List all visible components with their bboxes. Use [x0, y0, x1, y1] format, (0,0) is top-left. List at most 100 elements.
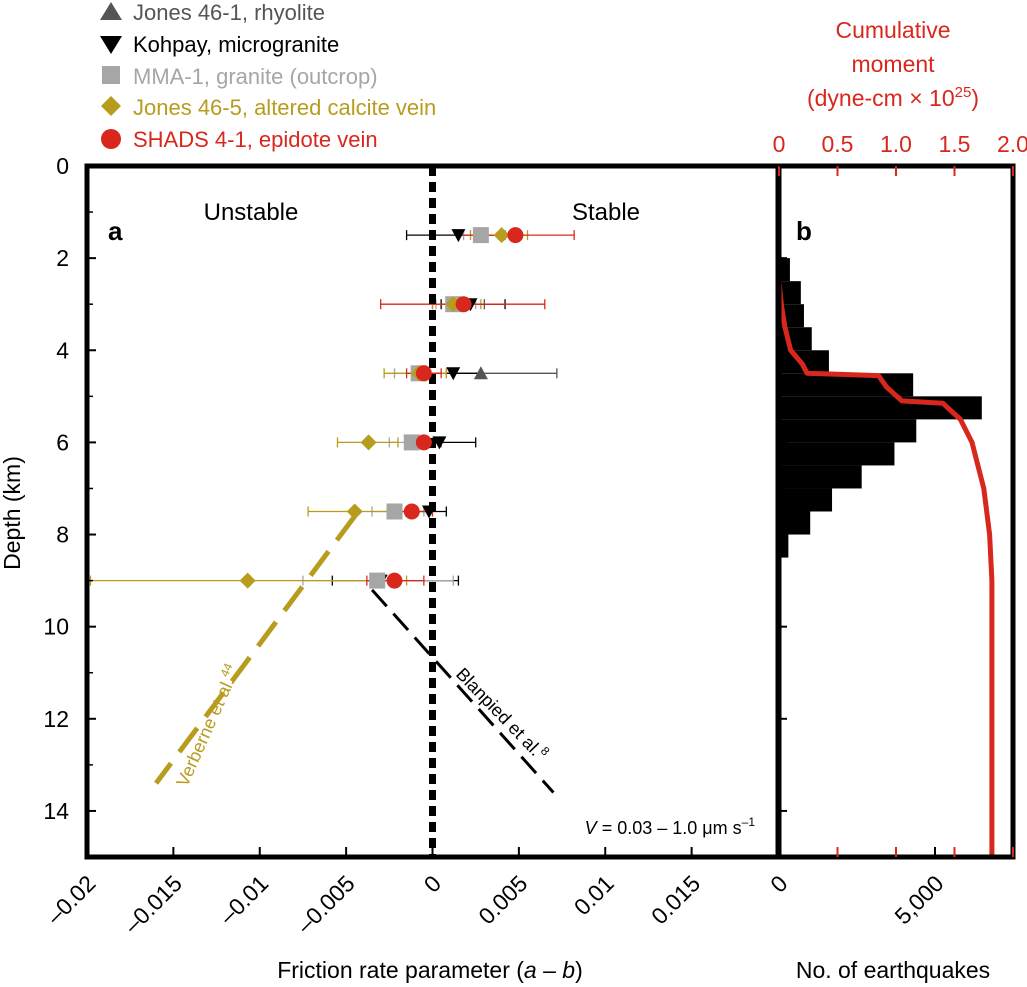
x-axis-ticks: –0.02 –0.015 –0.01 –0.005 0 0.005 0.01 0.015 [41, 847, 705, 938]
x-tick-label: –0.01 [214, 870, 273, 929]
top-tick-label: 0.5 [822, 131, 854, 157]
diamond-marker [360, 434, 377, 451]
top-axis-label-prefix: (dyne-cm × 10 [807, 85, 955, 111]
x-axis-label-prefix: Friction rate parameter ( [277, 957, 524, 983]
diamond-marker [493, 227, 510, 244]
y-axis-ticks: 0 2 4 6 8 10 12 14 [43, 153, 96, 824]
x-tick-label: 0.01 [569, 870, 619, 920]
circle-marker [507, 227, 524, 244]
histogram-bar [779, 281, 801, 305]
x-tick-label: –0.02 [41, 870, 100, 929]
diamond-marker [346, 503, 363, 520]
y-tick-label: 2 [56, 245, 69, 271]
blanpied-label-name: Blanpied et al. [452, 664, 546, 760]
cumulative-moment-line [776, 166, 995, 857]
y-axis-label: Depth (km) [0, 456, 25, 570]
bottom-tick-label: 0 [765, 870, 792, 897]
velocity-symbol: V [585, 818, 599, 838]
histogram-bar [779, 419, 917, 443]
triangle-down-marker [451, 229, 466, 243]
panel-label-b: b [796, 216, 812, 246]
legend-marker-square-icon [102, 66, 120, 84]
legend-label: Kohpay, microgranite [133, 32, 339, 57]
verberne-label-ref: 44 [217, 661, 235, 679]
velocity-annotation: V = 0.03 – 1.0 μm s–1 [585, 815, 756, 838]
top-tick-label: 0 [773, 131, 786, 157]
x-axis-label-b: b [562, 957, 575, 983]
legend-marker-diamond-icon [101, 96, 121, 116]
histogram-bar [779, 488, 833, 512]
histogram-bar [779, 258, 790, 282]
top-axis-label-line3: (dyne-cm × 1025) [807, 84, 979, 111]
data-markers [239, 227, 524, 589]
velocity-exponent: –1 [742, 815, 756, 829]
x-axis-label-earthquakes: No. of earthquakes [796, 957, 990, 983]
panel-label-a: a [108, 216, 123, 246]
top-tick-label: 2.0 [997, 131, 1027, 157]
unstable-label: Unstable [204, 199, 299, 226]
y-tick-label: 0 [56, 153, 69, 179]
triangle-up-marker [473, 366, 488, 380]
y-tick-label: 4 [56, 337, 69, 363]
triangle-down-marker [446, 367, 461, 381]
x-tick-label: 0.005 [473, 870, 532, 929]
y-tick-label: 12 [43, 706, 69, 732]
x-tick-label: 0 [419, 870, 446, 897]
blanpied-label: Blanpied et al.8 [452, 662, 553, 765]
blanpied-trend-line [370, 588, 555, 794]
bottom-axis-ticks: 0 5,000 [765, 165, 949, 929]
top-axis-label-suffix: ) [971, 85, 979, 111]
histogram-bar [779, 442, 895, 466]
stable-label: Stable [572, 199, 640, 226]
legend-marker-triangle-up-icon [100, 2, 122, 20]
circle-marker [386, 572, 403, 589]
y-tick-label: 14 [43, 798, 69, 824]
verberne-trend-line [154, 514, 357, 785]
square-marker [472, 227, 489, 244]
circle-marker [403, 503, 420, 520]
x-axis-label-suffix: ) [575, 957, 583, 983]
x-axis-label-a: a [524, 957, 537, 983]
velocity-range: = 0.03 – 1.0 μm s [597, 818, 742, 838]
trend-lines [154, 514, 555, 794]
circle-marker [455, 296, 472, 313]
triangle-down-marker [432, 436, 447, 450]
top-axis-label-line2: moment [851, 51, 935, 77]
top-tick-label: 1.5 [939, 131, 971, 157]
x-tick-label: 0.015 [646, 870, 705, 929]
top-axis-label-exponent: 25 [955, 84, 972, 101]
square-marker [369, 572, 386, 589]
top-axis-ticks: 0 0.5 1.0 1.5 2.0 [773, 131, 1027, 857]
bottom-tick-label: 5,000 [889, 870, 948, 929]
verberne-label-name: Verberne et al. [172, 675, 238, 790]
triangle-down-marker [422, 505, 437, 519]
top-axis-label-line1: Cumulative [835, 17, 950, 43]
panel-b: 0 0.5 1.0 1.5 2.0 0 5,000 b Cumulative moment… [765, 17, 1027, 983]
y-tick-label: 6 [56, 429, 69, 455]
legend-marker-triangle-down-icon [100, 36, 122, 54]
square-marker [386, 503, 403, 520]
legend-label: Jones 46-1, rhyolite [133, 0, 325, 25]
x-axis-label-mid: – [537, 957, 563, 983]
x-axis-label: Friction rate parameter (a – b) [277, 957, 583, 983]
square-marker [403, 434, 420, 451]
x-tick-label: –0.005 [292, 870, 360, 938]
histogram-bar [779, 534, 789, 558]
y-tick-label: 8 [56, 522, 69, 548]
legend-label: MMA-1, granite (outcrop) [133, 64, 378, 89]
legend: Jones 46-1, rhyolite Kohpay, microgranit… [100, 0, 436, 152]
histogram-bar [779, 350, 829, 374]
histogram-bar [779, 511, 811, 535]
error-bars [89, 230, 575, 586]
x-tick-label: –0.015 [119, 870, 187, 938]
legend-label: SHADS 4-1, epidote vein [133, 127, 378, 152]
circle-marker [415, 365, 432, 382]
y-tick-label: 10 [43, 614, 69, 640]
legend-marker-circle-icon [101, 129, 121, 149]
histogram-bar [779, 465, 862, 489]
diamond-marker [239, 572, 256, 589]
legend-label: Jones 46-5, altered calcite vein [133, 95, 436, 120]
top-tick-label: 1.0 [880, 131, 912, 157]
